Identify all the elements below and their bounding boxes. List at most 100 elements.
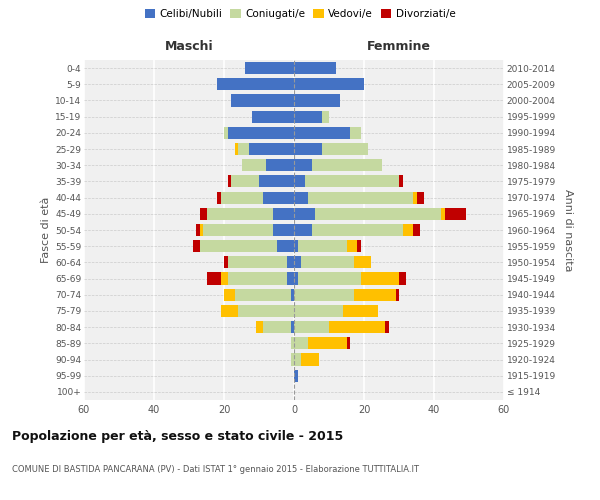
Bar [263,321,290,333]
Bar [227,127,294,139]
Bar [294,62,336,74]
Bar [413,192,416,203]
Bar [224,288,235,301]
Bar [416,192,424,203]
Bar [305,176,399,188]
Text: COMUNE DI BASTIDA PANCARANA (PV) - Dati ISTAT 1° gennaio 2015 - Elaborazione TUT: COMUNE DI BASTIDA PANCARANA (PV) - Dati … [12,465,419,474]
Bar [445,208,466,220]
Bar [294,127,350,139]
Bar [301,354,319,366]
Bar [329,321,385,333]
Bar [203,224,273,236]
Bar [196,224,199,236]
Bar [315,208,441,220]
Text: Femmine: Femmine [367,40,431,53]
Bar [199,224,203,236]
Bar [238,305,294,317]
Bar [221,192,263,203]
Bar [273,208,294,220]
Bar [206,272,221,284]
Bar [227,176,231,188]
Bar [206,208,273,220]
Bar [221,305,238,317]
Bar [322,143,367,155]
Y-axis label: Anni di nascita: Anni di nascita [563,188,572,271]
Bar [294,321,329,333]
Bar [347,338,350,349]
Bar [294,192,308,203]
Text: Maschi: Maschi [164,40,214,53]
Bar [399,272,406,284]
Bar [241,159,266,172]
Bar [294,288,353,301]
Bar [294,159,311,172]
Bar [298,240,347,252]
Bar [235,288,290,301]
Text: Popolazione per età, sesso e stato civile - 2015: Popolazione per età, sesso e stato civil… [12,430,343,443]
Bar [385,321,389,333]
Bar [259,176,294,188]
Bar [238,143,248,155]
Bar [350,127,361,139]
Bar [294,256,301,268]
Bar [294,143,322,155]
Bar [311,159,382,172]
Bar [413,224,420,236]
Bar [298,272,361,284]
Bar [227,272,287,284]
Bar [353,256,371,268]
Bar [294,176,305,188]
Bar [294,370,298,382]
Bar [287,256,294,268]
Bar [322,110,329,122]
Bar [199,208,206,220]
Bar [308,338,347,349]
Bar [357,240,361,252]
Bar [294,338,308,349]
Bar [395,288,399,301]
Bar [221,272,227,284]
Bar [403,224,413,236]
Bar [294,305,343,317]
Bar [248,143,294,155]
Bar [399,176,403,188]
Bar [290,338,294,349]
Bar [294,110,322,122]
Legend: Celibi/Nubili, Coniugati/e, Vedovi/e, Divorziati/e: Celibi/Nubili, Coniugati/e, Vedovi/e, Di… [140,5,460,24]
Bar [294,94,340,106]
Bar [308,192,413,203]
Bar [301,256,353,268]
Bar [290,354,294,366]
Bar [231,94,294,106]
Bar [263,192,294,203]
Bar [245,62,294,74]
Bar [347,240,357,252]
Bar [361,272,399,284]
Bar [290,288,294,301]
Bar [235,143,238,155]
Bar [277,240,294,252]
Bar [290,321,294,333]
Bar [231,176,259,188]
Bar [441,208,445,220]
Bar [311,224,403,236]
Bar [256,321,263,333]
Bar [217,78,294,90]
Bar [199,240,277,252]
Bar [266,159,294,172]
Bar [353,288,395,301]
Bar [294,240,298,252]
Bar [224,256,227,268]
Bar [217,192,221,203]
Bar [294,272,298,284]
Bar [294,224,311,236]
Bar [294,208,315,220]
Bar [294,354,301,366]
Bar [193,240,199,252]
Bar [294,78,364,90]
Bar [273,224,294,236]
Bar [287,272,294,284]
Y-axis label: Fasce di età: Fasce di età [41,197,51,263]
Bar [252,110,294,122]
Bar [227,256,287,268]
